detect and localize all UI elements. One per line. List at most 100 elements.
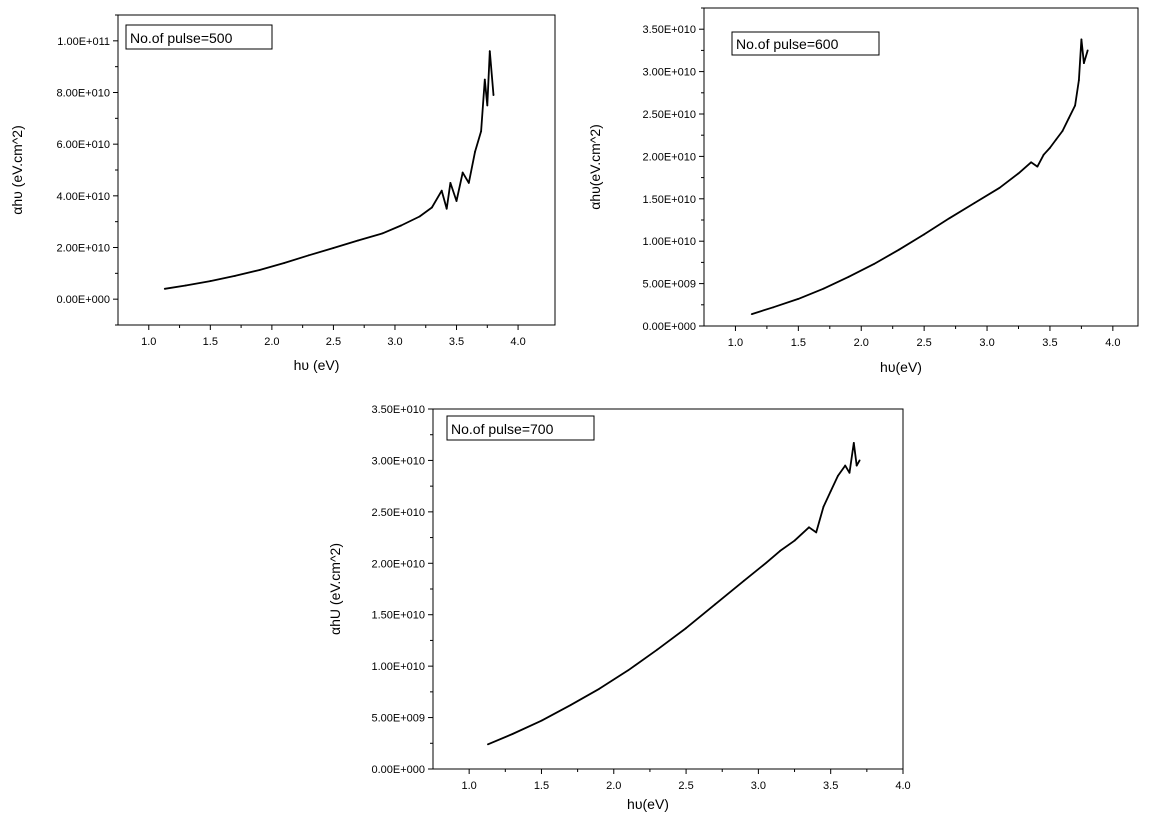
data-point — [822, 287, 825, 290]
x-tick-label: 3.5 — [823, 780, 838, 792]
x-tick-label: 3.0 — [387, 336, 402, 348]
series-line — [164, 50, 495, 290]
y-tick-label: 3.50E+010 — [371, 404, 425, 416]
y-tick-label: 0.00E+000 — [56, 294, 110, 306]
y-tick-label: 3.00E+010 — [371, 455, 425, 467]
x-tick-label: 2.0 — [264, 336, 279, 348]
legend-label: No.of pulse=600 — [736, 36, 839, 52]
data-point — [234, 275, 236, 277]
x-tick-label: 1.0 — [141, 336, 156, 348]
data-point — [483, 78, 486, 81]
data-point — [998, 186, 1001, 189]
y-tick-label: 2.50E+010 — [371, 507, 425, 519]
data-point — [1086, 49, 1089, 52]
x-tick-label: 1.5 — [791, 337, 806, 349]
y-tick-label: 2.50E+010 — [642, 109, 696, 121]
data-point — [858, 459, 861, 462]
x-tick-label: 3.0 — [751, 780, 766, 792]
x-tick-label: 2.0 — [854, 337, 869, 349]
data-point — [461, 171, 464, 174]
data-point — [714, 603, 716, 606]
y-tick-label: 2.00E+010 — [642, 151, 696, 163]
x-tick-label: 1.5 — [534, 780, 549, 792]
data-point — [872, 263, 875, 265]
legend-label: No.of pulse=700 — [451, 421, 554, 437]
chart-pulse-600: 1.0 1.5 2.0 2.5 3.0 3.5 4.0 0.00E+000 5.00E+009 1… — [587, 7, 1139, 375]
y-tick-label: 0.00E+000 — [371, 764, 425, 776]
x-tick-label: 2.5 — [916, 337, 931, 349]
data-point — [487, 743, 489, 746]
data-point — [898, 248, 900, 251]
data-point — [184, 284, 187, 287]
data-point — [283, 262, 286, 264]
x-tick-label: 3.0 — [979, 337, 994, 349]
data-point — [486, 104, 489, 107]
data-point — [764, 562, 767, 565]
data-point — [1067, 117, 1070, 120]
x-tick-label: 4.0 — [895, 780, 910, 792]
data-point — [848, 471, 851, 474]
plot-frame — [703, 7, 1139, 327]
series-line — [487, 442, 861, 746]
data-point — [209, 280, 212, 282]
data-point — [1055, 138, 1058, 141]
y-tick-label: 4.00E+010 — [56, 191, 110, 203]
x-tick-label: 2.5 — [326, 336, 341, 348]
data-point — [948, 217, 951, 220]
data-point — [488, 50, 491, 53]
data-point — [837, 474, 839, 477]
data-point — [808, 526, 810, 529]
data-point — [797, 297, 800, 300]
x-axis-title: hυ(eV) — [880, 359, 922, 375]
y-tick-label: 1.00E+010 — [371, 661, 425, 673]
y-tick-label: 3.50E+010 — [642, 24, 696, 36]
chart-pulse-500: 1.0 1.5 2.0 2.5 3.0 3.5 4.0 0.00E+000 2.00E+010 4… — [9, 14, 556, 373]
x-tick-label: 1.0 — [728, 337, 743, 349]
y-tick-label: 1.00E+010 — [642, 236, 696, 248]
data-point — [598, 687, 601, 690]
data-point — [1077, 79, 1080, 81]
data-point — [1042, 153, 1045, 156]
data-point — [793, 539, 796, 542]
y-tick-label: 3.00E+010 — [642, 67, 696, 79]
data-point — [923, 233, 926, 236]
legend-box — [731, 31, 880, 56]
data-point — [750, 313, 753, 316]
legend-box — [446, 415, 595, 441]
data-point — [163, 287, 166, 290]
y-tick-label: 8.00E+010 — [56, 88, 110, 100]
data-point — [1083, 62, 1085, 65]
data-point — [627, 669, 630, 672]
x-tick-label: 1.0 — [462, 780, 477, 792]
data-point — [467, 182, 470, 184]
y-axis-title: αhυ (eV.cm^2) — [9, 125, 25, 215]
data-point — [474, 151, 476, 153]
data-point — [440, 189, 443, 192]
data-point — [743, 579, 745, 582]
series-line — [751, 38, 1089, 315]
data-point — [779, 550, 781, 552]
y-tick-label: 1.50E+010 — [642, 194, 696, 206]
legend-box — [125, 24, 273, 50]
x-axis-title: hυ (eV) — [294, 357, 340, 373]
data-point — [569, 704, 572, 707]
x-tick-label: 2.5 — [678, 780, 693, 792]
plot-frame — [432, 408, 904, 770]
data-point — [1049, 147, 1051, 149]
y-tick-label: 5.00E+009 — [371, 713, 425, 725]
y-tick-label: 1.00E+011 — [57, 36, 110, 48]
y-tick-label: 1.50E+010 — [371, 610, 425, 622]
data-point — [445, 207, 448, 210]
x-tick-label: 3.5 — [449, 336, 464, 348]
data-point — [829, 490, 832, 493]
data-point — [844, 464, 847, 467]
chart-pulse-700: 1.0 1.5 2.0 2.5 3.0 3.5 4.0 0.00E+000 5.00E+009 1… — [327, 404, 911, 812]
data-point — [540, 719, 543, 722]
data-point — [1030, 161, 1032, 164]
x-tick-label: 2.0 — [606, 780, 621, 792]
y-axis-title: αhυ(eV.cm^2) — [587, 124, 603, 210]
data-point — [815, 531, 818, 534]
data-point — [511, 733, 514, 735]
data-point — [1017, 172, 1020, 175]
legend-label: No.of pulse=500 — [130, 30, 233, 46]
